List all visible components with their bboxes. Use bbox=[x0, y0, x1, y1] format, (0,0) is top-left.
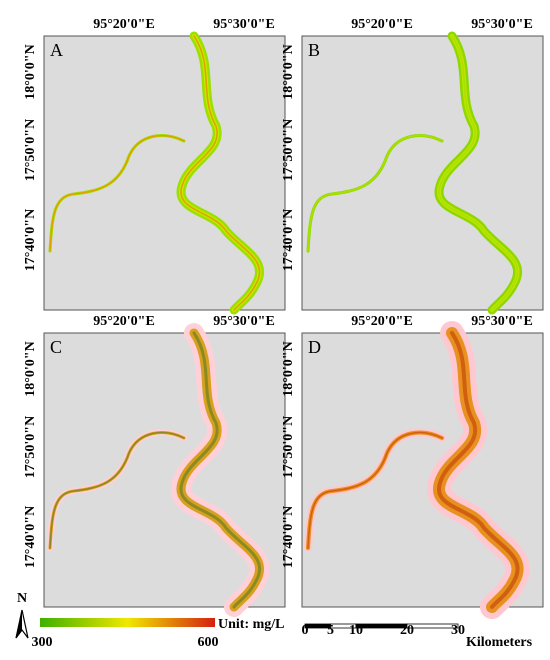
longitude-label: 95°30'0"E bbox=[213, 17, 275, 32]
scale-segment bbox=[406, 623, 459, 629]
panel-label: B bbox=[308, 40, 320, 60]
map-panel: C 95°20'0"E 95°30'0"E 18°0'0"N 17°50'0"N 17°4… bbox=[23, 314, 286, 608]
panel-frame bbox=[43, 35, 286, 311]
panel-label: C bbox=[50, 337, 62, 357]
longitude-label: 95°20'0"E bbox=[351, 314, 413, 329]
longitude-label: 95°30'0"E bbox=[471, 314, 533, 329]
longitude-label: 95°30'0"E bbox=[471, 17, 533, 32]
scale-label: 20 bbox=[400, 623, 414, 638]
map-panel: D 95°20'0"E 95°30'0"E 18°0'0"N 17°50'0"N 17°4… bbox=[281, 314, 544, 607]
latitude-label: 17°40'0"N bbox=[281, 209, 296, 271]
latitude-label: 17°50'0"N bbox=[281, 119, 296, 181]
latitude-label: 17°40'0"N bbox=[23, 209, 38, 271]
latitude-label: 18°0'0"N bbox=[23, 44, 38, 99]
latitude-label: 17°40'0"N bbox=[23, 506, 38, 568]
scale-label: 10 bbox=[349, 623, 363, 638]
legend-unit: Unit: mg/L bbox=[218, 617, 285, 632]
legend-bar bbox=[40, 618, 215, 627]
panel-label: A bbox=[50, 40, 63, 60]
map-panel: A 95°20'0"E 95°30'0"E 18°0'0"N 17°50'0"N 17°4… bbox=[23, 17, 286, 311]
scale-label: 5 bbox=[327, 623, 334, 638]
latitude-label: 18°0'0"N bbox=[281, 44, 296, 99]
north-label: N bbox=[17, 591, 27, 606]
north-arrow: N bbox=[15, 591, 29, 639]
latitude-label: 18°0'0"N bbox=[281, 341, 296, 396]
longitude-label: 95°30'0"E bbox=[213, 314, 275, 329]
latitude-label: 18°0'0"N bbox=[23, 341, 38, 396]
latitude-label: 17°50'0"N bbox=[281, 416, 296, 478]
latitude-label: 17°50'0"N bbox=[23, 416, 38, 478]
legend-min: 300 bbox=[32, 635, 53, 650]
panel-frame bbox=[301, 35, 544, 311]
scale-label: 30 bbox=[451, 623, 465, 638]
scale-label: 0 bbox=[302, 623, 309, 638]
panel-label: D bbox=[308, 337, 321, 357]
panel-frame bbox=[43, 332, 286, 608]
longitude-label: 95°20'0"E bbox=[351, 17, 413, 32]
scale-unit: Kilometers bbox=[466, 635, 533, 650]
latitude-label: 17°50'0"N bbox=[23, 119, 38, 181]
longitude-label: 95°20'0"E bbox=[93, 314, 155, 329]
map-panel: B 95°20'0"E 95°30'0"E 18°0'0"N 17°50'0"N 17°4… bbox=[281, 17, 544, 311]
arrow-shade bbox=[16, 610, 22, 638]
longitude-label: 95°20'0"E bbox=[93, 17, 155, 32]
panels: A 95°20'0"E 95°30'0"E 18°0'0"N 17°50'0"N 17°4… bbox=[23, 17, 544, 608]
legend-max: 600 bbox=[198, 635, 219, 650]
latitude-label: 17°40'0"N bbox=[281, 506, 296, 568]
